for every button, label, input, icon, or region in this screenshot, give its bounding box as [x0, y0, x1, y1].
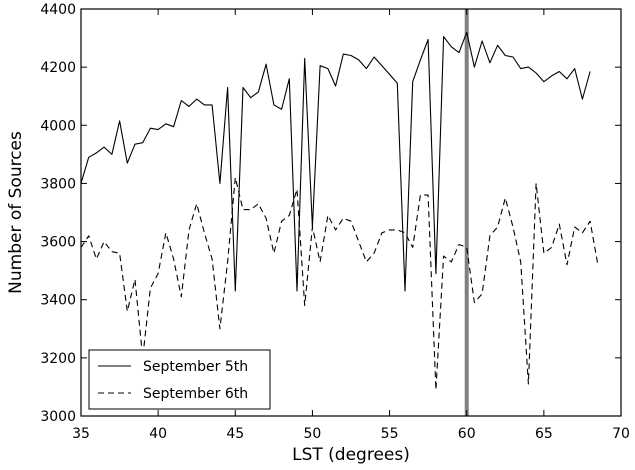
- x-tick-label: 60: [458, 426, 476, 442]
- x-tick-label: 50: [304, 426, 322, 442]
- legend-label-september-5th: September 5th: [143, 359, 248, 375]
- series-line-september-6th: [80, 177, 599, 391]
- x-tick-label: 40: [149, 426, 167, 442]
- legend: September 5th September 6th: [88, 349, 271, 410]
- x-tick-label: 45: [226, 426, 244, 442]
- x-tick-label: 55: [381, 426, 399, 442]
- y-tick-label: 3800: [40, 176, 76, 192]
- x-axis-label: LST (degrees): [292, 445, 410, 465]
- y-tick-label: 3000: [40, 409, 76, 425]
- y-tick-label: 3200: [40, 351, 76, 367]
- legend-box: [88, 349, 271, 410]
- plot-area: [80, 9, 599, 416]
- x-tick-label: 35: [72, 426, 90, 442]
- plot-frame: [80, 8, 622, 417]
- y-tick-label: 3400: [40, 293, 76, 309]
- y-tick-label: 4400: [40, 2, 76, 18]
- x-tick-label: 65: [535, 426, 553, 442]
- y-tick-label: 3600: [40, 235, 76, 251]
- x-tick-label: 70: [612, 426, 630, 442]
- y-tick-label: 4200: [40, 60, 76, 76]
- y-tick-label: 4000: [40, 118, 76, 134]
- y-axis-label: Number of Sources: [6, 131, 26, 294]
- legend-label-september-6th: September 6th: [143, 386, 248, 402]
- axis-ticks: 35 40 45 50 55 60 65 70 3000 3200 3400 3600 3800 4000…: [40, 2, 630, 442]
- series-line-september-5th: [80, 31, 591, 292]
